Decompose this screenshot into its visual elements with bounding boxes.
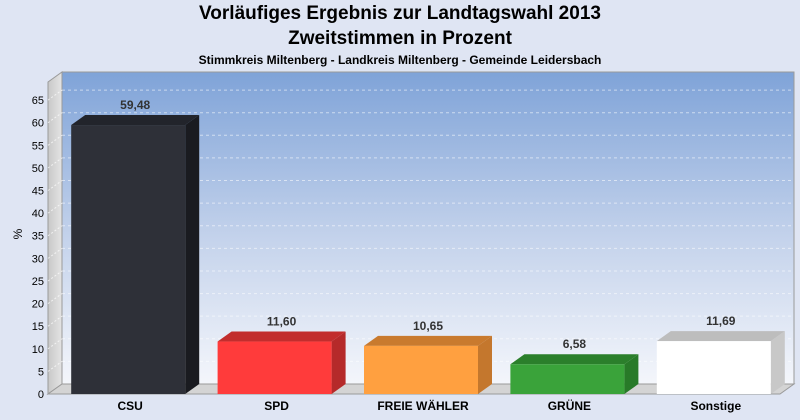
left-wall [47,71,63,395]
data-label: 6,58 [563,337,587,351]
y-tick-label: 30 [32,253,44,265]
y-tick-label: 5 [38,366,44,378]
gridline-wall [47,112,63,124]
gridline-wall [47,180,63,191]
x-tick-label: GRÜNE [548,398,591,413]
x-tick-label: SPD [264,399,289,413]
y-tick-label: 25 [32,276,44,288]
y-tick-label: 45 [32,186,44,198]
bar [217,341,332,394]
bar [71,125,186,394]
bar-side [331,331,346,394]
bar-top [656,331,785,342]
chart-title: Vorläufiges Ergebnis zur Landtagswahl 20… [199,3,601,24]
bar-side [624,354,639,394]
y-tick-label: 40 [32,208,44,220]
x-tick-label: CSU [118,399,143,413]
x-tick-label: FREIE WÄHLER [377,398,469,413]
y-tick-label: 35 [32,231,44,243]
gridline-wall [47,247,63,259]
y-axis-label: % [11,228,25,239]
y-tick-label: 55 [32,140,44,152]
bar [510,364,625,394]
x-tick-label: Sonstige [690,399,741,413]
bar [656,341,771,394]
gridline-wall [47,360,63,372]
y-tick-label: 20 [32,299,44,311]
chart-location: Stimmkreis Miltenberg - Landkreis Milten… [198,53,602,67]
bar-side [478,335,492,394]
y-tick-label: 65 [32,95,44,107]
gridline-wall [47,315,63,327]
chart-subtitle: Zweitstimmen in Prozent [288,28,512,49]
bar [364,345,478,394]
bar-side [185,115,200,394]
gridline-wall [47,293,63,304]
gridline-wall [47,157,63,169]
bar-side [770,331,785,394]
bar-top [364,335,492,346]
data-label: 11,69 [706,314,736,328]
y-tick-label: 0 [38,389,44,401]
bar-top [217,331,346,342]
data-label: 11,60 [267,315,297,329]
y-tick-label: 15 [32,321,44,333]
y-tick-label: 50 [32,163,44,175]
gridline-wall [47,225,63,237]
bar-top [510,354,639,365]
y-tick-label: 60 [32,118,44,130]
gridline-wall [47,134,63,146]
gridline-wall [47,270,63,282]
data-label: 59,48 [120,98,150,112]
bar-top [71,115,200,126]
gridline-wall [47,89,63,101]
y-tick-label: 10 [32,344,44,356]
data-label: 10,65 [413,319,443,333]
gridline-wall [47,338,63,350]
gridline-wall [47,202,63,214]
